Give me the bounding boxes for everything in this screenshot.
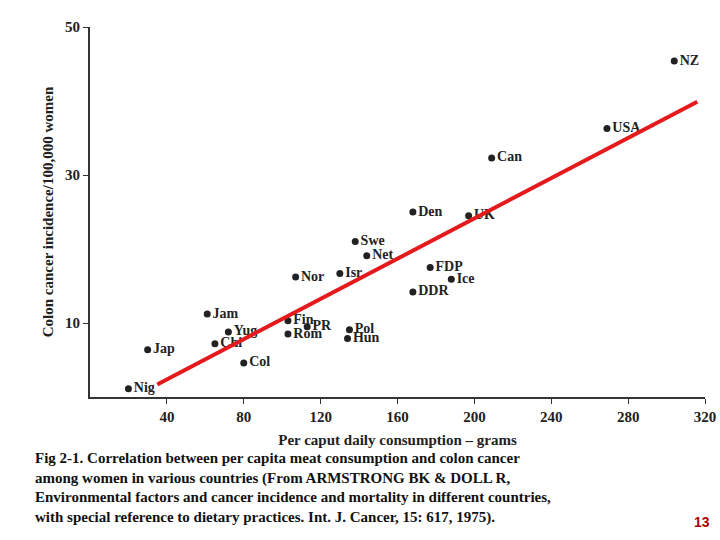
svg-text:UK: UK	[474, 207, 495, 222]
svg-text:USA: USA	[612, 120, 641, 135]
svg-text:40: 40	[159, 409, 174, 425]
svg-text:Can: Can	[497, 149, 522, 164]
svg-text:PR: PR	[313, 318, 333, 333]
svg-text:Nor: Nor	[301, 269, 324, 284]
svg-text:13: 13	[694, 514, 710, 530]
svg-text:120: 120	[309, 409, 332, 425]
svg-text:280: 280	[617, 409, 640, 425]
svg-text:FDP: FDP	[436, 259, 464, 274]
svg-text:NZ: NZ	[680, 53, 699, 68]
svg-text:Jap: Jap	[153, 341, 175, 356]
svg-text:Chi: Chi	[220, 335, 242, 350]
svg-text:320: 320	[694, 409, 717, 425]
svg-text:50: 50	[65, 19, 80, 35]
svg-text:Col: Col	[249, 354, 270, 369]
svg-text:Swe: Swe	[361, 233, 385, 248]
svg-text:Yug: Yug	[234, 323, 258, 338]
svg-text:200: 200	[463, 409, 486, 425]
svg-text:Hun: Hun	[353, 330, 380, 345]
svg-text:Pol: Pol	[355, 321, 375, 336]
svg-text:160: 160	[386, 409, 409, 425]
svg-text:Colon cancer incidence/100,000: Colon cancer incidence/100,000 women	[40, 86, 56, 337]
svg-text:Jam: Jam	[213, 306, 239, 321]
svg-text:10: 10	[65, 315, 80, 331]
svg-text:Isr: Isr	[345, 265, 362, 280]
svg-text:240: 240	[540, 409, 563, 425]
svg-text:Ice: Ice	[457, 271, 475, 286]
svg-text:Nig: Nig	[134, 380, 155, 395]
svg-text:30: 30	[65, 167, 80, 183]
svg-text:DDR: DDR	[418, 283, 449, 298]
svg-text:Fin: Fin	[293, 312, 313, 327]
svg-text:Den: Den	[418, 204, 442, 219]
svg-text:Rom: Rom	[293, 326, 322, 341]
svg-text:80: 80	[236, 409, 251, 425]
svg-text:Per caput daily consumption –: Per caput daily consumption – grams	[278, 432, 517, 448]
svg-text:Net: Net	[372, 247, 393, 262]
svg-text:Fig 2-1. Correlation between p: Fig 2-1. Correlation between per capita …	[35, 450, 551, 526]
